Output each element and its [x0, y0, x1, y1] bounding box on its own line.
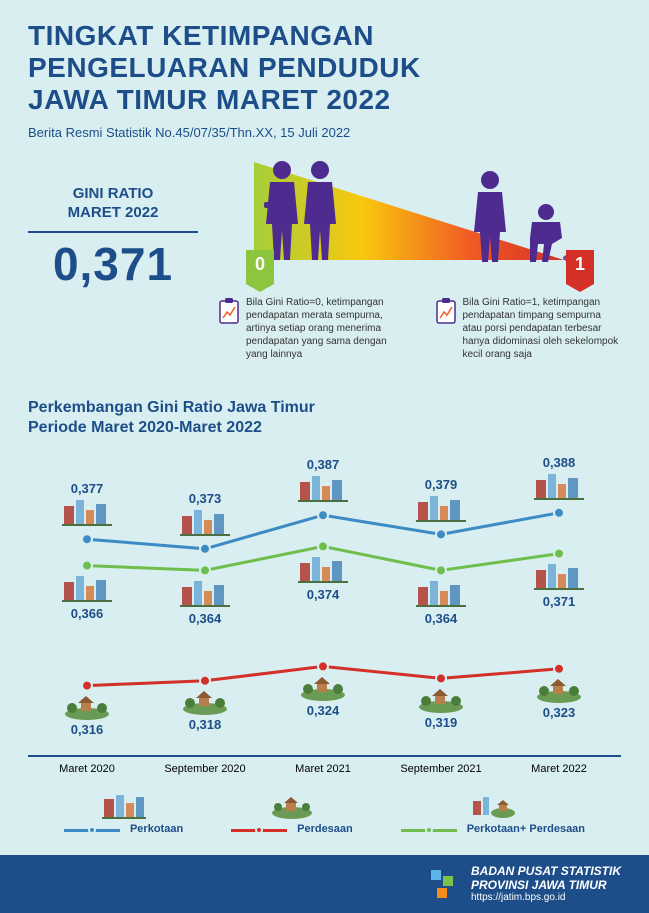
city-icon [28, 498, 146, 526]
value-label: 0,318 [146, 717, 264, 732]
x-axis-label: Maret 2020 [28, 763, 146, 775]
data-point-perdesaan: 0,318 [146, 687, 264, 734]
data-point-combined: 0,366 [28, 574, 146, 623]
legend-swatch [401, 825, 457, 835]
rural-icon [382, 685, 500, 713]
city-icon [102, 793, 146, 819]
value-label: 0,364 [146, 611, 264, 626]
value-label: 0,371 [500, 594, 618, 609]
data-point-combined: 0,374 [264, 555, 382, 604]
top-section: GINI RATIO MARET 2022 0,371 [0, 148, 649, 388]
city-icon [500, 562, 618, 590]
rural-icon [28, 692, 146, 720]
data-point-perdesaan: 0,319 [382, 685, 500, 732]
data-point-combined: 0,371 [500, 562, 618, 611]
title-line: TINGKAT KETIMPANGAN [28, 20, 374, 51]
footer: BADAN PUSAT STATISTIK PROVINSI JAWA TIMU… [0, 855, 649, 913]
title-line: JAWA TIMUR MARET 2022 [28, 84, 391, 115]
data-point-combined: 0,364 [382, 579, 500, 628]
legend-item-combined: Perkotaan+ Perdesaan [401, 793, 585, 836]
x-axis-label: September 2020 [146, 763, 264, 775]
gini-one-explanation: Bila Gini Ratio=1, ketimpangan pendapata… [435, 296, 622, 361]
value-label: 0,387 [264, 457, 382, 472]
value-label: 0,319 [382, 715, 500, 730]
data-point-perkotaan: 0,373 [146, 491, 264, 540]
gini-divider [28, 231, 198, 233]
city-icon [146, 508, 264, 536]
title-line: PENGELUARAN PENDUDUK [28, 52, 421, 83]
clipboard-icon [435, 298, 457, 324]
gini-label: GINI RATIO MARET 2022 [28, 184, 198, 223]
legend: Perkotaan Perdesaan [0, 775, 649, 836]
value-label: 0,366 [28, 606, 146, 621]
data-point-perkotaan: 0,379 [382, 477, 500, 526]
value-label: 0,364 [382, 611, 500, 626]
x-axis-label: Maret 2021 [264, 763, 382, 775]
city-icon [500, 472, 618, 500]
data-point-combined: 0,364 [146, 579, 264, 628]
main-title: TINGKAT KETIMPANGAN PENGELUARAN PENDUDUK… [28, 20, 621, 117]
people-standing-icon [264, 158, 342, 262]
legend-item-perkotaan: Perkotaan [64, 793, 183, 836]
rural-icon [146, 687, 264, 715]
rural-icon [270, 793, 314, 819]
gini-zero-explanation: Bila Gini Ratio=0, ketimpangan pendapata… [218, 296, 405, 361]
gini-ratio-box: GINI RATIO MARET 2022 0,371 [28, 158, 198, 388]
value-label: 0,379 [382, 477, 500, 492]
city-icon [264, 474, 382, 502]
gini-explanations: Bila Gini Ratio=0, ketimpangan pendapata… [218, 296, 621, 361]
city-icon [382, 494, 500, 522]
bps-logo-icon [427, 866, 461, 902]
data-point-perkotaan: 0,377 [28, 481, 146, 530]
data-point-perdesaan: 0,324 [264, 673, 382, 720]
value-label: 0,377 [28, 481, 146, 496]
footer-url: https://jatim.bps.go.id [471, 892, 621, 903]
value-label: 0,388 [500, 455, 618, 470]
x-axis-labels: Maret 2020September 2020Maret 2021Septem… [0, 757, 649, 775]
line-chart: 0,377 0,366 0,316 0,373 0,364 0,318 0,387 0,374… [28, 449, 621, 757]
footer-org: BADAN PUSAT STATISTIK PROVINSI JAWA TIMU… [471, 865, 621, 893]
data-point-perdesaan: 0,316 [28, 692, 146, 739]
legend-label: Perkotaan [130, 823, 183, 836]
gini-illustration: 0 1 Bila Gini Ratio=0, ketimpangan penda… [218, 158, 621, 388]
clipboard-icon [218, 298, 240, 324]
legend-item-perdesaan: Perdesaan [231, 793, 353, 836]
data-point-perkotaan: 0,388 [500, 455, 618, 504]
legend-label: Perkotaan+ Perdesaan [467, 823, 585, 836]
rural-icon [500, 675, 618, 703]
value-label: 0,324 [264, 703, 382, 718]
legend-swatch [231, 825, 287, 835]
gini-zero-badge: 0 [246, 250, 274, 284]
value-label: 0,373 [146, 491, 264, 506]
city-icon [382, 579, 500, 607]
gini-value: 0,371 [28, 237, 198, 291]
subtitle: Berita Resmi Statistik No.45/07/35/Thn.X… [28, 125, 621, 140]
rural-icon [264, 673, 382, 701]
header: TINGKAT KETIMPANGAN PENGELUARAN PENDUDUK… [0, 0, 649, 148]
data-point-perdesaan: 0,323 [500, 675, 618, 722]
chart-title: Perkembangan Gini Ratio Jawa Timur Perio… [0, 388, 649, 444]
data-point-perkotaan: 0,387 [264, 457, 382, 506]
city-icon [146, 579, 264, 607]
legend-swatch [64, 825, 120, 835]
x-axis-label: Maret 2022 [500, 763, 618, 775]
city-icon [264, 555, 382, 583]
value-label: 0,323 [500, 705, 618, 720]
combined-icon [471, 793, 515, 819]
x-axis-label: September 2021 [382, 763, 500, 775]
footer-text: BADAN PUSAT STATISTIK PROVINSI JAWA TIMU… [471, 865, 621, 904]
value-label: 0,374 [264, 587, 382, 602]
legend-label: Perdesaan [297, 823, 353, 836]
value-label: 0,316 [28, 722, 146, 737]
city-icon [28, 574, 146, 602]
gini-one-badge: 1 [566, 250, 594, 284]
